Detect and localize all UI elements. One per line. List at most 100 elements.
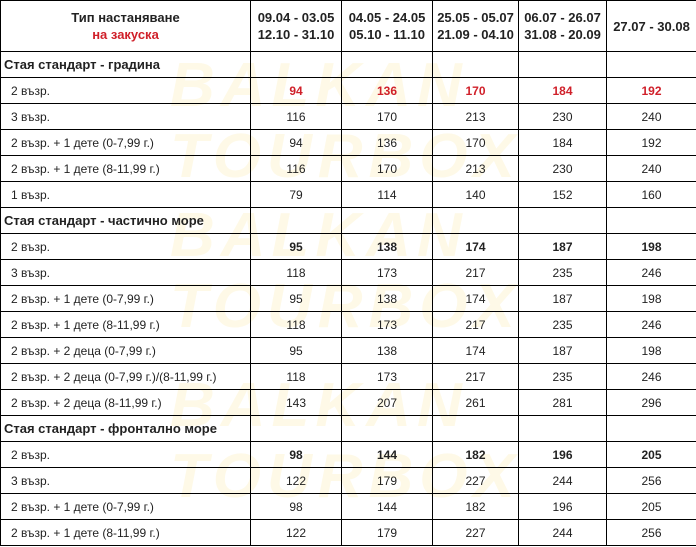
price-cell: 187 — [518, 285, 607, 312]
price-cell: 196 — [518, 441, 607, 468]
table-header-row: Тип настаняване на закуска 09.04 - 03.05… — [0, 0, 696, 52]
table-row: 2 възр. + 2 деца (0-7,99 г.)/(8-11,99 г.… — [0, 363, 696, 390]
empty-cell — [250, 207, 342, 234]
price-cell: 182 — [432, 493, 519, 520]
section-header-row: Стая стандарт - фронтално море — [0, 415, 696, 442]
price-cell: 230 — [518, 103, 607, 130]
occupancy-label: 2 възр. + 2 деца (0-7,99 г.) — [0, 337, 251, 364]
price-cell: 79 — [250, 181, 342, 208]
header-period: 06.07 - 26.07 31.08 - 20.09 — [518, 0, 607, 52]
period-range: 09.04 - 03.05 — [257, 10, 335, 25]
empty-cell — [432, 207, 519, 234]
price-cell: 207 — [341, 389, 433, 416]
price-cell: 138 — [341, 285, 433, 312]
table-row: 2 възр. + 2 деца (0-7,99 г.) 95 138 174 187 1… — [0, 337, 696, 364]
price-cell: 235 — [518, 363, 607, 390]
price-cell: 198 — [606, 337, 696, 364]
occupancy-label: 3 възр. — [0, 103, 251, 130]
price-cell: 196 — [518, 493, 607, 520]
occupancy-label: 1 възр. — [0, 181, 251, 208]
header-period: 27.07 - 30.08 — [606, 0, 696, 52]
occupancy-label: 2 възр. — [0, 77, 251, 104]
section-title: Стая стандарт - градина — [0, 51, 251, 78]
occupancy-label: 2 възр. + 1 дете (0-7,99 г.) — [0, 285, 251, 312]
table-row: 3 възр. 118 173 217 235 246 — [0, 259, 696, 286]
empty-cell — [606, 415, 696, 442]
empty-cell — [432, 415, 519, 442]
price-cell: 244 — [518, 467, 607, 494]
price-cell: 240 — [606, 155, 696, 182]
period-range: 31.08 - 20.09 — [524, 27, 601, 42]
price-cell: 140 — [432, 181, 519, 208]
price-cell: 144 — [341, 441, 433, 468]
header-period: 25.05 - 05.07 21.09 - 04.10 — [432, 0, 519, 52]
price-cell: 227 — [432, 467, 519, 494]
price-cell: 184 — [518, 129, 607, 156]
price-cell: 160 — [606, 181, 696, 208]
price-cell: 174 — [432, 337, 519, 364]
table-row: 1 възр. 79 114 140 152 160 — [0, 181, 696, 208]
empty-cell — [341, 415, 433, 442]
price-cell: 213 — [432, 155, 519, 182]
price-cell: 118 — [250, 363, 342, 390]
price-cell: 170 — [432, 129, 519, 156]
price-cell: 198 — [606, 233, 696, 260]
period-range: 05.10 - 11.10 — [349, 27, 425, 42]
occupancy-label: 2 възр. + 2 деца (0-7,99 г.)/(8-11,99 г.… — [0, 363, 251, 390]
period-range: 21.09 - 04.10 — [437, 27, 514, 42]
price-cell: 205 — [606, 441, 696, 468]
price-cell: 227 — [432, 519, 519, 546]
price-cell: 244 — [518, 519, 607, 546]
period-range: 04.05 - 24.05 — [348, 10, 426, 25]
price-cell: 192 — [606, 77, 696, 104]
price-cell: 213 — [432, 103, 519, 130]
section-title: Стая стандарт - частично море — [0, 207, 251, 234]
price-cell: 240 — [606, 103, 696, 130]
price-cell: 230 — [518, 155, 607, 182]
price-cell: 94 — [250, 77, 342, 104]
table-row: 2 възр. 94 136 170 184 192 — [0, 77, 696, 104]
price-cell: 144 — [341, 493, 433, 520]
section-header-row: Стая стандарт - градина — [0, 51, 696, 78]
section-header-row: Стая стандарт - частично море — [0, 207, 696, 234]
price-cell: 217 — [432, 363, 519, 390]
price-cell: 95 — [250, 337, 342, 364]
price-cell: 114 — [341, 181, 433, 208]
table-row: 2 възр. + 1 дете (0-7,99 г.) 95 138 174 187 1… — [0, 285, 696, 312]
price-cell: 173 — [341, 363, 433, 390]
empty-cell — [432, 51, 519, 78]
empty-cell — [250, 51, 342, 78]
price-cell: 179 — [341, 467, 433, 494]
price-cell: 170 — [341, 103, 433, 130]
price-cell: 122 — [250, 467, 342, 494]
occupancy-label: 2 възр. — [0, 441, 251, 468]
price-cell: 281 — [518, 389, 607, 416]
occupancy-label: 2 възр. + 1 дете (8-11,99 г.) — [0, 311, 251, 338]
price-cell: 116 — [250, 155, 342, 182]
occupancy-label: 2 възр. — [0, 233, 251, 260]
empty-cell — [518, 51, 607, 78]
price-cell: 296 — [606, 389, 696, 416]
table-row: 2 възр. + 1 дете (8-11,99 г.) 122 179 227 24… — [0, 519, 696, 546]
occupancy-label: 2 възр. + 1 дете (0-7,99 г.) — [0, 493, 251, 520]
occupancy-label: 2 възр. + 1 дете (0-7,99 г.) — [0, 129, 251, 156]
price-cell: 246 — [606, 311, 696, 338]
price-cell: 136 — [341, 77, 433, 104]
period-range: 27.07 - 30.08 — [613, 18, 690, 34]
price-cell: 118 — [250, 259, 342, 286]
empty-cell — [606, 51, 696, 78]
occupancy-label: 3 възр. — [0, 259, 251, 286]
price-cell: 95 — [250, 233, 342, 260]
occupancy-label: 2 възр. + 1 дете (8-11,99 г.) — [0, 519, 251, 546]
price-cell: 174 — [432, 285, 519, 312]
board-label: на закуска — [92, 27, 159, 42]
price-cell: 94 — [250, 129, 342, 156]
price-cell: 187 — [518, 233, 607, 260]
price-cell: 170 — [341, 155, 433, 182]
price-cell: 98 — [250, 493, 342, 520]
period-range: 06.07 - 26.07 — [524, 10, 601, 25]
table-row: 2 възр. 98 144 182 196 205 — [0, 441, 696, 468]
price-cell: 235 — [518, 259, 607, 286]
occupancy-label: 3 възр. — [0, 467, 251, 494]
